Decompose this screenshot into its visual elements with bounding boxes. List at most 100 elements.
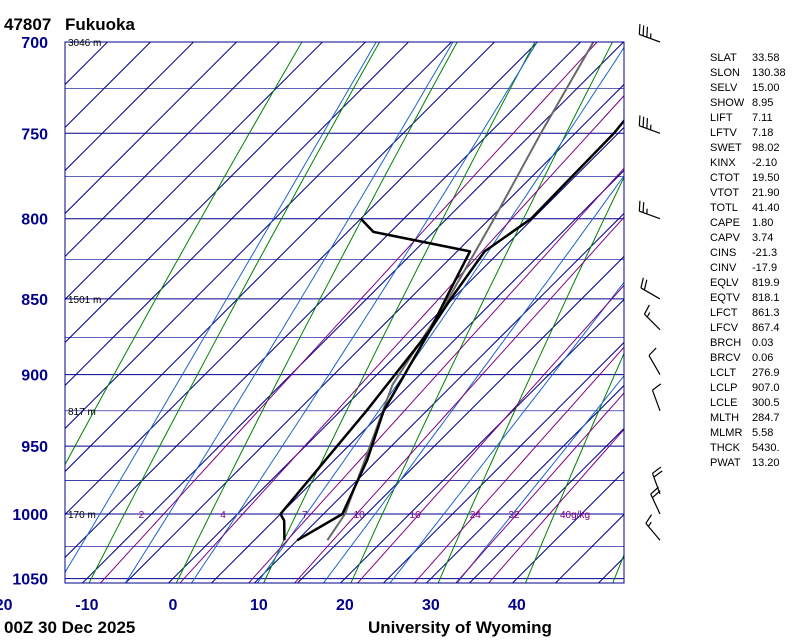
isotherm [65,42,109,86]
isotherm [511,470,624,583]
index-value: 818.1 [752,292,780,304]
index-name: LCLT [710,367,736,379]
isotherm [382,341,624,583]
index-name: LCLP [710,382,738,394]
index-name: CAPV [710,232,741,244]
index-name: CINS [710,247,736,259]
axis-labels: 70075080085090095010001050-20-1001020304… [0,35,590,614]
parcel-path [326,42,595,541]
temperature-tick-label: 10 [250,597,268,614]
wind-barb [638,24,661,43]
height-label: 817 m [68,407,96,418]
dry-adiabat [437,176,624,583]
wind-barb [638,115,661,134]
mixing-ratio-label: 2 [139,510,145,521]
station-id: 47807 [4,15,51,34]
index-name: EQTV [710,292,741,304]
mixing-ratio-label: 32 [508,510,520,521]
pressure-tick-label: 800 [21,212,48,229]
index-name: CINV [710,262,737,274]
isotherm [253,212,624,583]
mixing-ratio-line [99,42,598,583]
moist-adiabat [256,46,624,583]
observation-time: 00Z 30 Dec 2025 [4,618,135,637]
index-value: 41.40 [752,202,780,214]
wind-barb [651,383,662,412]
moist-adiabat [389,281,624,583]
pressure-tick-label: 850 [21,292,48,309]
index-name: BRCV [710,352,741,364]
index-value: 861.3 [752,307,780,319]
isotherm [81,42,624,583]
dry-adiabat [784,23,800,591]
wind-barb [651,466,663,495]
isotherm [65,42,453,430]
index-value: 19.50 [752,172,780,184]
index-value: -17.9 [752,262,777,274]
index-value: 284.7 [752,412,780,424]
index-name: LFCT [710,307,738,319]
stability-indices: SLAT 33.58 SLON 130.38 SELV 15.00 SHOW 8.95 LIFT… [710,52,786,469]
index-value: 5.58 [752,427,773,439]
temperature-tick-label: -10 [75,597,98,614]
index-value: 300.5 [752,397,780,409]
index-value: 276.9 [752,367,780,379]
index-value: 907.0 [752,382,780,394]
moist-adiabat [322,174,624,583]
index-name: MLMR [710,427,742,439]
index-value: 15.00 [752,82,780,94]
index-value: 3.74 [752,232,773,244]
index-name: BRCH [710,337,741,349]
index-name: SLON [710,67,740,79]
isotherm [65,42,152,129]
index-name: LFTV [710,127,738,139]
dry-adiabat [524,352,624,583]
dry-adiabat [263,42,536,583]
mixing-ratio-line [455,392,624,583]
wind-barbs [638,24,663,541]
index-value: 5430. [752,442,780,454]
index-name: THCK [710,442,741,454]
index-value: 0.03 [752,337,773,349]
index-name: PWAT [710,457,741,469]
mixing-ratio-label: 10 [354,510,366,521]
index-name: SELV [710,82,738,94]
isotherm [65,42,324,301]
index-name: EQLV [710,277,739,289]
temperature-trace [296,118,624,542]
index-name: LFCV [710,322,739,334]
index-value: 7.18 [752,127,773,139]
index-value: -2.10 [752,157,777,169]
mixing-ratio-line [413,346,624,583]
isotherm [65,42,195,172]
dry-adiabat [350,42,614,583]
mixing-ratio-label: 4 [220,510,226,521]
index-name: CAPE [710,217,740,229]
dewpoint-trace [279,217,472,541]
dry-adiabat [175,42,458,583]
index-name: TOTL [710,202,738,214]
temperature-tick-label: 40 [508,597,526,614]
index-value: -21.3 [752,247,777,259]
pressure-tick-label: 1050 [12,572,48,589]
mixing-ratio-line [179,95,624,583]
index-name: KINX [710,157,736,169]
index-value: 13.20 [752,457,780,469]
index-value: 8.95 [752,97,773,109]
mixing-ratio-line [293,216,624,583]
isotherm [65,42,281,258]
wind-barb [640,277,661,300]
pressure-tick-label: 1000 [12,507,48,524]
isotherm [296,255,624,583]
plot-frame [64,41,625,584]
station-name: Fukuoka [65,15,135,34]
index-name: SWET [710,142,742,154]
index-name: VTOT [710,187,739,199]
index-value: 1.80 [752,217,773,229]
index-value: 7.11 [752,112,773,124]
temperature-tick-label: -20 [0,597,13,614]
pressure-tick-label: 700 [21,35,48,52]
mixing-ratio-line [356,284,624,583]
index-name: LCLE [710,397,738,409]
